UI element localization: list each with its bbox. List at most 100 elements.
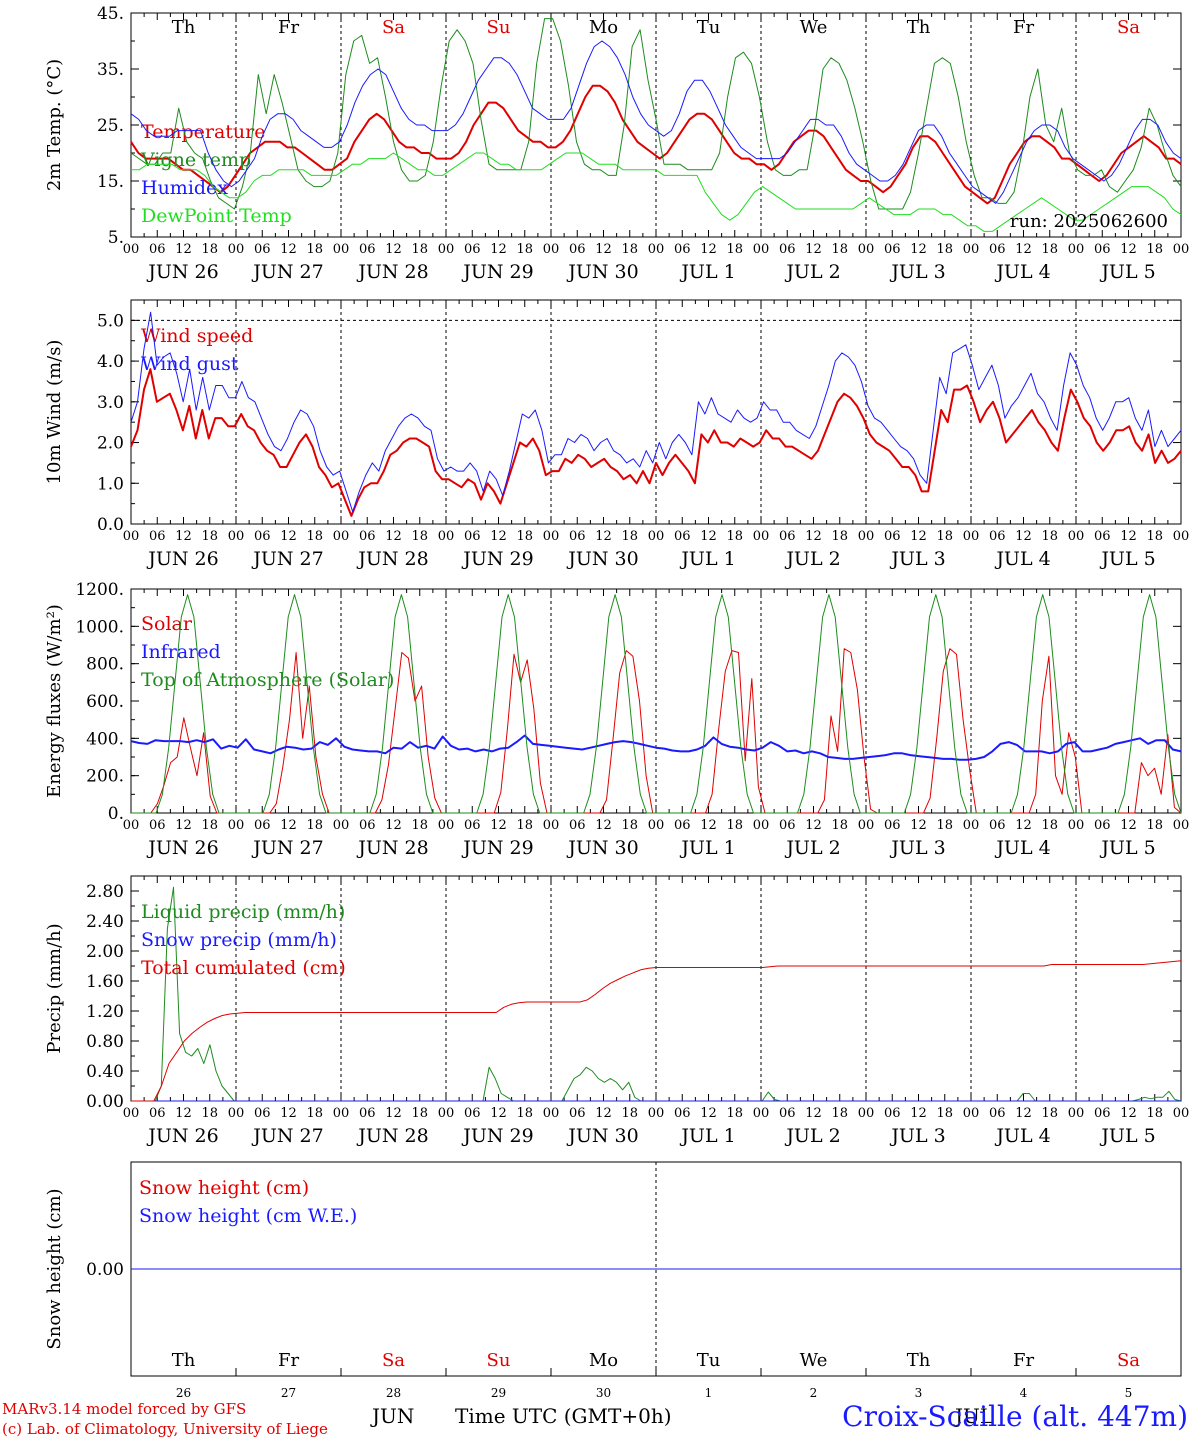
date-label: JUL 5 <box>1099 548 1155 570</box>
hour-tick-label: 12 <box>1120 529 1137 544</box>
hour-tick-label: 06 <box>674 242 691 257</box>
date-label: JUN 30 <box>566 1125 638 1147</box>
hour-tick-label: 12 <box>175 529 192 544</box>
y-tick-label: 2.80 <box>86 882 124 902</box>
legend-entry: Wind speed <box>141 325 253 347</box>
hour-tick-label: 12 <box>595 242 612 257</box>
hour-tick-label: 00 <box>753 242 770 257</box>
hour-tick-label: 06 <box>464 818 481 833</box>
y-tick-label: 400. <box>86 729 124 749</box>
credit-line-2: (c) Lab. of Climatology, University of L… <box>2 1420 328 1438</box>
hour-tick-label: 00 <box>1068 242 1085 257</box>
date-label: JUN 27 <box>251 261 323 283</box>
y-tick-label: 1200. <box>75 580 124 600</box>
hour-tick-label: 00 <box>438 1106 455 1121</box>
hour-tick-label: 00 <box>333 242 350 257</box>
series-line-wind-speed <box>130 368 1182 517</box>
hour-tick-label: 00 <box>123 818 140 833</box>
date-label: JUL 4 <box>994 1125 1050 1147</box>
hour-tick-label: 18 <box>831 242 848 257</box>
hour-tick-label: 12 <box>700 242 717 257</box>
hour-tick-label: 12 <box>910 242 927 257</box>
hour-tick-label: 12 <box>910 529 927 544</box>
date-label: JUL 3 <box>889 548 945 570</box>
hour-tick-label: 12 <box>805 818 822 833</box>
legend-entry: Solar <box>141 613 193 635</box>
hour-tick-label: 18 <box>516 1106 533 1121</box>
series-line-temperature <box>130 84 1182 205</box>
date-label: JUL 5 <box>1099 1125 1155 1147</box>
date-label: JUN 28 <box>356 261 428 283</box>
y-tick-label: 2.00 <box>86 942 124 962</box>
y-tick-label: 600. <box>86 692 124 712</box>
date-label: JUN 27 <box>251 837 323 859</box>
hour-tick-label: 18 <box>621 242 638 257</box>
day-name-label: Fr <box>278 1350 299 1371</box>
hour-tick-label: 18 <box>936 242 953 257</box>
hour-tick-label: 00 <box>1173 529 1190 544</box>
hour-tick-label: 18 <box>411 242 428 257</box>
hour-tick-label: 06 <box>149 818 166 833</box>
hour-tick-label: 06 <box>884 818 901 833</box>
date-label: JUN 28 <box>356 548 428 570</box>
hour-tick-label: 00 <box>228 529 245 544</box>
hour-tick-label: 18 <box>411 1106 428 1121</box>
date-label: JUN 26 <box>146 548 218 570</box>
hour-tick-label: 18 <box>831 1106 848 1121</box>
hour-tick-label: 18 <box>1146 818 1163 833</box>
date-label: JUL 2 <box>784 261 840 283</box>
day-number-label: 26 <box>176 1386 191 1400</box>
hour-tick-label: 18 <box>936 818 953 833</box>
series-line-total-cumulated-cm- <box>131 960 1182 1102</box>
series-line-wind-gust <box>130 311 1182 513</box>
date-label: JUN 29 <box>461 548 533 570</box>
y-tick-label: 4.0 <box>97 352 124 372</box>
y-axis-label: Precip (mm/h) <box>44 923 65 1053</box>
hour-tick-label: 00 <box>438 818 455 833</box>
day-number-label: 4 <box>1020 1386 1028 1400</box>
y-tick-label: 0.00 <box>86 1092 124 1112</box>
date-label: JUL 2 <box>784 1125 840 1147</box>
hour-tick-label: 12 <box>1120 818 1137 833</box>
hour-tick-label: 00 <box>123 529 140 544</box>
hour-tick-label: 12 <box>805 242 822 257</box>
hour-tick-label: 06 <box>989 529 1006 544</box>
hour-tick-label: 00 <box>963 242 980 257</box>
day-name-label: Mo <box>589 1350 618 1371</box>
y-tick-label: 5.0 <box>97 311 124 331</box>
hour-tick-label: 12 <box>910 818 927 833</box>
day-number-label: 27 <box>281 1386 296 1400</box>
y-tick-label: 800. <box>86 655 124 675</box>
hour-tick-label: 18 <box>936 529 953 544</box>
hour-tick-label: 18 <box>411 529 428 544</box>
hour-tick-label: 18 <box>621 818 638 833</box>
hour-tick-label: 18 <box>621 1106 638 1121</box>
day-name-label: Sa <box>1117 1350 1140 1371</box>
hour-tick-label: 12 <box>280 1106 297 1121</box>
hour-tick-label: 06 <box>359 529 376 544</box>
y-axis-label: 2m Temp. (°C) <box>44 59 65 191</box>
hour-tick-label: 06 <box>1094 242 1111 257</box>
day-name-label: Th <box>172 1350 196 1371</box>
hour-tick-label: 06 <box>674 818 691 833</box>
hour-tick-label: 12 <box>700 529 717 544</box>
hour-tick-label: 06 <box>359 1106 376 1121</box>
date-label: JUL 5 <box>1099 261 1155 283</box>
hour-tick-label: 06 <box>884 1106 901 1121</box>
hour-tick-label: 12 <box>805 529 822 544</box>
hour-tick-label: 06 <box>779 1106 796 1121</box>
hour-tick-label: 12 <box>490 529 507 544</box>
date-label: JUN 29 <box>461 1125 533 1147</box>
date-label: JUL 3 <box>889 1125 945 1147</box>
hour-tick-label: 06 <box>779 242 796 257</box>
day-number-label: 5 <box>1125 1386 1133 1400</box>
date-label: JUN 30 <box>566 548 638 570</box>
day-name-label: We <box>800 17 828 38</box>
hour-tick-label: 18 <box>831 529 848 544</box>
hour-tick-label: 00 <box>123 242 140 257</box>
hour-tick-label: 00 <box>1068 818 1085 833</box>
date-label: JUN 29 <box>461 261 533 283</box>
date-label: JUN 27 <box>251 548 323 570</box>
date-label: JUL 1 <box>679 837 735 859</box>
